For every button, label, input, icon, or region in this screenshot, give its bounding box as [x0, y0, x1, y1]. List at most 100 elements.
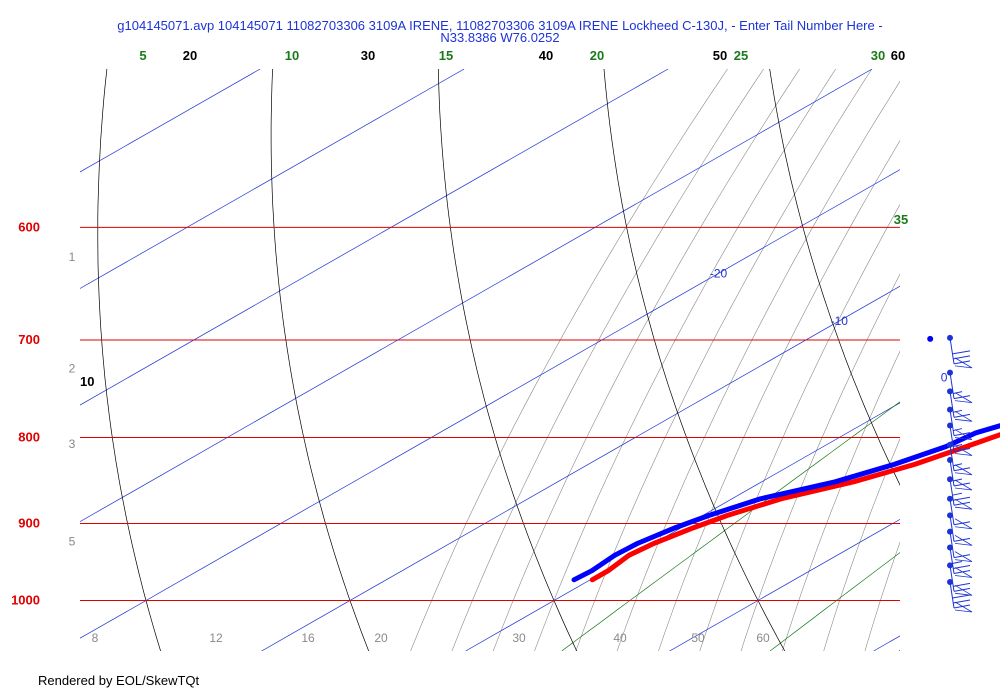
dry-adiabat-line [270, 69, 370, 651]
moist-adiabat-label: 50 [691, 631, 705, 645]
dry-adiabat-label: 40 [539, 48, 553, 63]
chart-title-line1: g104145071.avp 104145071 11082703306 310… [117, 18, 883, 33]
wind-barb-staff [949, 459, 955, 487]
wind-barb-staff [949, 479, 955, 506]
moist-adiabat-line [492, 69, 800, 651]
wind-barb-staff [949, 337, 955, 364]
mixing-ratio-label: 20 [590, 48, 604, 63]
wind-barb-half [953, 409, 963, 413]
dry-adiabat-line [437, 69, 578, 651]
moist-adiabat-label: 30 [512, 631, 526, 645]
wind-barb-staff [949, 425, 955, 452]
wind-barb-staff [949, 547, 955, 574]
dry-adiabat-line [935, 69, 1000, 651]
wind-barb [947, 495, 973, 530]
wind-barb-pennant [954, 392, 973, 403]
moist-adiabat-label: 8 [92, 631, 99, 645]
moist-adiabat-label: 20 [374, 631, 388, 645]
isotherm-line [0, 69, 56, 651]
wind-barb [947, 422, 973, 456]
wind-barb [947, 334, 973, 369]
dry-adiabat-label: 30 [361, 48, 375, 63]
wind-barb [947, 441, 973, 476]
sounding-series [571, 335, 1000, 583]
moist-adiabats [410, 69, 1000, 651]
moist-adiabat-line [823, 438, 900, 651]
wind-barb [947, 528, 973, 563]
isobar-label: 900 [18, 516, 40, 531]
wind-barb-flag [952, 594, 971, 599]
wind-barb-staff [949, 409, 955, 436]
mixing-ratio-line [769, 552, 900, 651]
wind-barb-pennant [954, 601, 973, 613]
wind-barb-pennant [954, 479, 973, 491]
wind-barb [947, 544, 973, 578]
wind-barb-half [953, 391, 963, 395]
moist-adiabat-line [699, 203, 900, 651]
moist-adiabat-line [451, 69, 764, 651]
wind-barb-staff [949, 498, 955, 525]
moist-adiabat-line [989, 69, 1000, 651]
wind-barb-half [952, 492, 963, 496]
moist-adiabat-label: 40 [613, 631, 627, 645]
wind-barb-pennant [954, 429, 973, 440]
chart-title-line2: N33.8386 W76.0252 [440, 30, 560, 45]
dry-adiabat-label: 20 [183, 48, 197, 63]
isotherm-line [669, 518, 900, 651]
height-label: 5 [69, 534, 76, 548]
wind-barb-pennant [954, 357, 973, 369]
mixing-ratio-label: 35 [894, 212, 908, 227]
isotherm-line [80, 69, 465, 289]
isobar-label: 700 [18, 332, 40, 347]
wind-barb [947, 388, 973, 422]
isotherm-line [80, 169, 900, 639]
wind-barb-half [953, 463, 963, 467]
moist-adiabat-line [864, 541, 900, 651]
mixing-ratio-label: 30 [871, 48, 885, 63]
moist-adiabat-label: 16 [301, 631, 315, 645]
moist-adiabat-line [410, 69, 728, 651]
wind-barb-staff [949, 515, 955, 542]
isotherm-line [80, 69, 261, 173]
wind-barb-pennant [954, 464, 973, 476]
wind-barb-staff [949, 372, 955, 399]
dry-adiabat-line [603, 69, 786, 651]
isotherm-label: 0 [941, 371, 948, 385]
wind-barb-pennant [954, 498, 973, 510]
mixing-ratio-label: 15 [439, 48, 453, 63]
wind-barb-staff [949, 565, 955, 592]
wind-barb [947, 476, 973, 510]
wind-barbs [947, 334, 973, 613]
moist-adiabat-line [616, 80, 900, 651]
isotherm-label: -20 [710, 266, 728, 280]
wind-barb-pennant [954, 551, 973, 563]
isobar-label: 800 [18, 429, 40, 444]
wind-barb-staff [949, 531, 955, 558]
wind-barb-staff [949, 581, 955, 609]
wind-barb [947, 406, 973, 440]
height-label: 1 [69, 250, 76, 264]
dry-adiabat-label: 60 [891, 48, 905, 63]
dry-adiabats [97, 69, 1000, 651]
wind-barb-half [953, 478, 963, 482]
isobars [80, 226, 900, 601]
dry-adiabat-label: 10 [80, 374, 94, 389]
wind-barb [947, 369, 973, 403]
moist-adiabat-label: 60 [756, 631, 770, 645]
isotherm-label: -10 [831, 314, 849, 328]
axis-labels: 60070080090010001235-20-1001020304020304… [11, 48, 948, 645]
isotherm-line [80, 69, 873, 523]
sounding-point [927, 335, 934, 342]
wind-barb-half [952, 560, 963, 564]
dry-adiabat-line [97, 69, 161, 651]
moist-adiabat-line [534, 69, 836, 651]
height-label: 3 [69, 437, 76, 451]
isotherms [0, 69, 900, 651]
wind-barb [947, 456, 973, 491]
moist-adiabat-line [782, 350, 900, 651]
mixing-ratio-label: 5 [139, 48, 146, 63]
wind-barb [947, 562, 973, 596]
wind-barb-flag [952, 350, 971, 355]
moist-adiabat-line [740, 273, 900, 651]
isotherm-line [80, 69, 669, 406]
